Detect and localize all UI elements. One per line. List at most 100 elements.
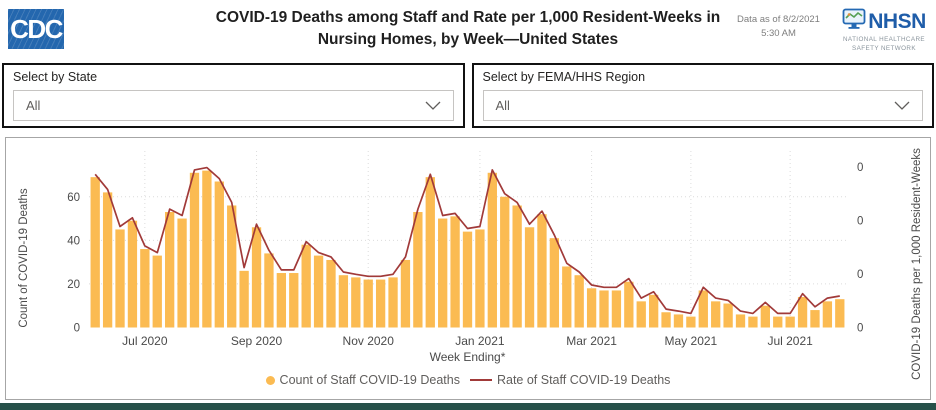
bar[interactable] bbox=[301, 244, 311, 328]
bar[interactable] bbox=[177, 218, 187, 328]
x-axis-tick: Jul 2021 bbox=[767, 334, 813, 348]
bar[interactable] bbox=[475, 229, 485, 328]
x-axis-tick: Sep 2020 bbox=[231, 334, 283, 348]
bar[interactable] bbox=[611, 290, 622, 328]
chevron-down-icon[interactable] bbox=[894, 97, 910, 115]
region-filter-label: Select by FEMA/HHS Region bbox=[482, 70, 646, 84]
bar[interactable] bbox=[388, 277, 398, 328]
bar[interactable] bbox=[152, 255, 162, 328]
bar[interactable] bbox=[487, 172, 497, 328]
chart-card: 0 20 40 60 0 0 0 0 Jul 2020 Sep 2020 Nov 2020 Jan 2… bbox=[5, 137, 931, 400]
bar[interactable] bbox=[822, 301, 833, 328]
legend: Count of Staff COVID-19 Deaths Rate of S… bbox=[6, 373, 930, 387]
y-axis-title-left: Count of COVID-19 Deaths bbox=[18, 188, 30, 328]
count-series-swatch bbox=[265, 375, 275, 385]
bar[interactable] bbox=[289, 273, 299, 328]
y-axis-tick-right: 0 bbox=[857, 162, 863, 174]
region-dropdown-value: All bbox=[495, 98, 510, 113]
rate-series-label: Rate of Staff COVID-19 Deaths bbox=[496, 373, 671, 387]
data-as-of: Data as of 8/2/2021 5:30 AM bbox=[721, 13, 836, 42]
bar[interactable] bbox=[425, 177, 435, 328]
bar[interactable] bbox=[599, 290, 609, 328]
bar[interactable] bbox=[586, 288, 597, 328]
bar[interactable] bbox=[760, 305, 770, 328]
bar[interactable] bbox=[524, 227, 535, 328]
bar[interactable] bbox=[686, 316, 696, 328]
header: CDC COVID-19 Deaths among Staff and Rate… bbox=[0, 0, 936, 62]
bar[interactable] bbox=[375, 279, 386, 328]
bar[interactable] bbox=[363, 279, 373, 328]
y-axis-tick-left: 60 bbox=[67, 192, 80, 204]
bar[interactable] bbox=[90, 177, 100, 328]
nhsn-acronym: NHSN bbox=[868, 9, 926, 33]
legend-item-count[interactable]: Count of Staff COVID-19 Deaths bbox=[265, 373, 460, 387]
legend-item-rate[interactable]: Rate of Staff COVID-19 Deaths bbox=[469, 373, 671, 387]
x-axis-tick: Jul 2020 bbox=[122, 334, 168, 348]
bar[interactable] bbox=[462, 231, 473, 328]
bar[interactable] bbox=[574, 275, 584, 328]
bar[interactable] bbox=[313, 255, 324, 328]
bar[interactable] bbox=[537, 214, 547, 328]
nhsn-subtitle-line1: NATIONAL HEALTHCARE bbox=[842, 36, 925, 43]
y-axis-tick-left: 20 bbox=[67, 279, 80, 291]
x-axis-title: Week Ending* bbox=[429, 350, 506, 364]
y-axis-tick-right: 0 bbox=[857, 215, 863, 227]
bar[interactable] bbox=[326, 259, 336, 328]
bar[interactable] bbox=[438, 218, 448, 328]
bar[interactable] bbox=[711, 301, 721, 328]
bar[interactable] bbox=[549, 238, 560, 328]
bar[interactable] bbox=[127, 220, 138, 328]
x-axis-tick: Nov 2020 bbox=[343, 334, 395, 348]
bar[interactable] bbox=[214, 181, 224, 328]
region-dropdown[interactable]: All bbox=[482, 90, 923, 121]
nhsn-subtitle-line2: SAFETY NETWORK bbox=[852, 44, 916, 52]
bar[interactable] bbox=[189, 172, 200, 328]
bar[interactable] bbox=[661, 312, 671, 328]
bar[interactable] bbox=[835, 299, 845, 328]
region-filter: Select by FEMA/HHS Region All bbox=[471, 63, 934, 128]
bar[interactable] bbox=[264, 253, 274, 328]
chart-svg: 0 20 40 60 0 0 0 0 Jul 2020 Sep 2020 Nov 2020 Jan 2… bbox=[67, 151, 863, 348]
bar[interactable] bbox=[400, 259, 411, 328]
bar[interactable] bbox=[140, 249, 150, 328]
bar[interactable] bbox=[797, 296, 808, 328]
bar[interactable] bbox=[562, 266, 572, 328]
bar[interactable] bbox=[338, 275, 349, 328]
bar[interactable] bbox=[673, 314, 684, 328]
chevron-down-icon[interactable] bbox=[425, 97, 441, 115]
rate-line[interactable] bbox=[94, 166, 840, 315]
rate-series-swatch bbox=[469, 378, 492, 382]
bar[interactable] bbox=[698, 290, 708, 328]
data-as-of-date: Data as of 8/2/2021 bbox=[737, 14, 820, 25]
bar[interactable] bbox=[773, 316, 783, 328]
bar[interactable] bbox=[624, 281, 634, 328]
bar[interactable] bbox=[723, 303, 733, 328]
bar[interactable] bbox=[450, 216, 460, 328]
y-axis-title-right: COVID-19 Deaths per 1,000 Resident-Weeks bbox=[911, 148, 923, 380]
bar[interactable] bbox=[500, 196, 510, 328]
bar[interactable] bbox=[413, 212, 423, 328]
bar[interactable] bbox=[810, 310, 820, 328]
bar[interactable] bbox=[785, 316, 795, 328]
state-filter-label: Select by State bbox=[13, 70, 98, 84]
state-filter: Select by State All bbox=[2, 63, 465, 128]
bar[interactable] bbox=[239, 270, 249, 328]
y-axis-tick-right: 0 bbox=[857, 323, 863, 335]
bar[interactable] bbox=[115, 229, 125, 328]
nhsn-logo: NHSN NATIONAL HEALTHCARE SAFETY NETWORK bbox=[839, 8, 929, 53]
bar[interactable] bbox=[165, 212, 175, 328]
bar[interactable] bbox=[735, 314, 746, 328]
bar[interactable] bbox=[276, 273, 287, 328]
bar[interactable] bbox=[251, 227, 262, 328]
bar[interactable] bbox=[512, 205, 522, 328]
bar[interactable] bbox=[351, 277, 361, 328]
bar[interactable] bbox=[636, 301, 646, 328]
cdc-logo: CDC bbox=[8, 9, 64, 49]
bar[interactable] bbox=[202, 170, 212, 328]
bar[interactable] bbox=[102, 192, 113, 328]
state-dropdown[interactable]: All bbox=[13, 90, 454, 121]
bar[interactable] bbox=[227, 205, 237, 328]
x-axis-tick: Jan 2021 bbox=[455, 334, 505, 348]
bar[interactable] bbox=[648, 294, 659, 328]
bar[interactable] bbox=[748, 316, 758, 328]
